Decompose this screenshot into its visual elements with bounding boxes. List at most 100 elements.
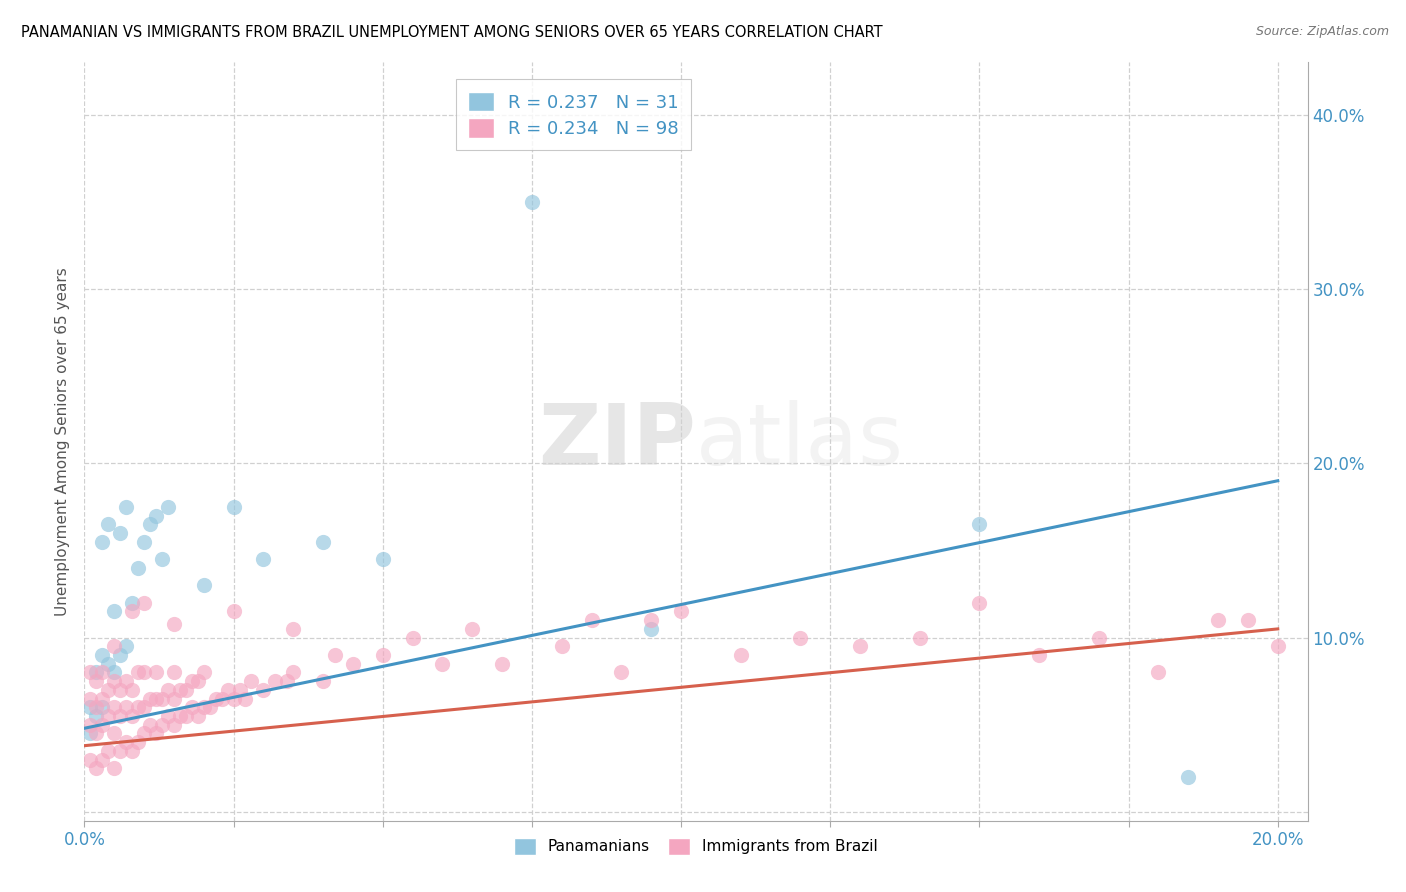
Point <box>145 665 167 680</box>
Point <box>283 665 305 680</box>
Point <box>127 735 149 749</box>
Point <box>669 605 692 619</box>
Point <box>115 640 138 654</box>
Point <box>108 526 131 541</box>
Point <box>121 709 143 723</box>
Point <box>1147 665 1170 680</box>
Point <box>264 674 287 689</box>
Point <box>432 657 454 671</box>
Point <box>115 700 138 714</box>
Point <box>276 674 298 689</box>
Point <box>849 640 872 654</box>
Point <box>1087 631 1109 645</box>
Point <box>121 605 143 619</box>
Point <box>103 674 125 689</box>
Point <box>156 682 179 697</box>
Point <box>252 552 274 566</box>
Point <box>127 561 149 575</box>
Text: PANAMANIAN VS IMMIGRANTS FROM BRAZIL UNEMPLOYMENT AMONG SENIORS OVER 65 YEARS CO: PANAMANIAN VS IMMIGRANTS FROM BRAZIL UNE… <box>21 25 883 40</box>
Point <box>156 500 179 514</box>
Point <box>211 691 233 706</box>
Point <box>79 691 101 706</box>
Point <box>97 709 120 723</box>
Point <box>121 596 143 610</box>
Point <box>730 648 752 662</box>
Point <box>115 500 138 514</box>
Point <box>132 700 155 714</box>
Point <box>103 665 125 680</box>
Point <box>187 674 209 689</box>
Point <box>150 691 173 706</box>
Point <box>610 665 633 680</box>
Point <box>640 622 662 636</box>
Point <box>121 682 143 697</box>
Point <box>84 709 107 723</box>
Point <box>401 631 423 645</box>
Point <box>240 674 263 689</box>
Point <box>283 622 305 636</box>
Point <box>121 744 143 758</box>
Point <box>84 665 107 680</box>
Point <box>79 718 101 732</box>
Point <box>97 744 120 758</box>
Point <box>1177 770 1199 784</box>
Point <box>581 613 603 627</box>
Point <box>115 674 138 689</box>
Point <box>193 578 215 592</box>
Point <box>108 744 131 758</box>
Point <box>132 534 155 549</box>
Point <box>1206 613 1229 627</box>
Point <box>79 753 101 767</box>
Point <box>145 726 167 740</box>
Point <box>908 631 931 645</box>
Point <box>156 709 179 723</box>
Point <box>108 682 131 697</box>
Point <box>103 640 125 654</box>
Point <box>342 657 364 671</box>
Point <box>79 665 101 680</box>
Point <box>91 718 114 732</box>
Point <box>91 648 114 662</box>
Point <box>103 726 125 740</box>
Point <box>145 508 167 523</box>
Point <box>252 682 274 697</box>
Point <box>139 691 162 706</box>
Point <box>132 665 155 680</box>
Point <box>198 700 221 714</box>
Point <box>115 735 138 749</box>
Legend: Panamanians, Immigrants from Brazil: Panamanians, Immigrants from Brazil <box>506 830 886 863</box>
Point <box>1237 613 1260 627</box>
Point <box>91 700 114 714</box>
Point <box>97 517 120 532</box>
Point <box>103 605 125 619</box>
Point <box>163 616 186 631</box>
Point <box>84 674 107 689</box>
Point <box>1267 640 1289 654</box>
Point <box>371 552 394 566</box>
Point <box>222 605 245 619</box>
Point <box>969 517 991 532</box>
Point <box>551 640 574 654</box>
Point <box>132 596 155 610</box>
Point <box>187 709 209 723</box>
Point <box>217 682 239 697</box>
Point <box>150 552 173 566</box>
Point <box>228 682 250 697</box>
Point <box>91 691 114 706</box>
Point <box>84 761 107 775</box>
Point <box>222 500 245 514</box>
Point <box>789 631 811 645</box>
Point <box>204 691 226 706</box>
Point <box>174 682 197 697</box>
Point <box>312 674 335 689</box>
Point <box>97 682 120 697</box>
Point <box>193 700 215 714</box>
Point <box>323 648 346 662</box>
Point <box>84 726 107 740</box>
Point <box>163 665 186 680</box>
Text: Source: ZipAtlas.com: Source: ZipAtlas.com <box>1256 25 1389 38</box>
Point <box>169 682 191 697</box>
Point <box>235 691 257 706</box>
Point <box>163 718 186 732</box>
Point <box>139 517 162 532</box>
